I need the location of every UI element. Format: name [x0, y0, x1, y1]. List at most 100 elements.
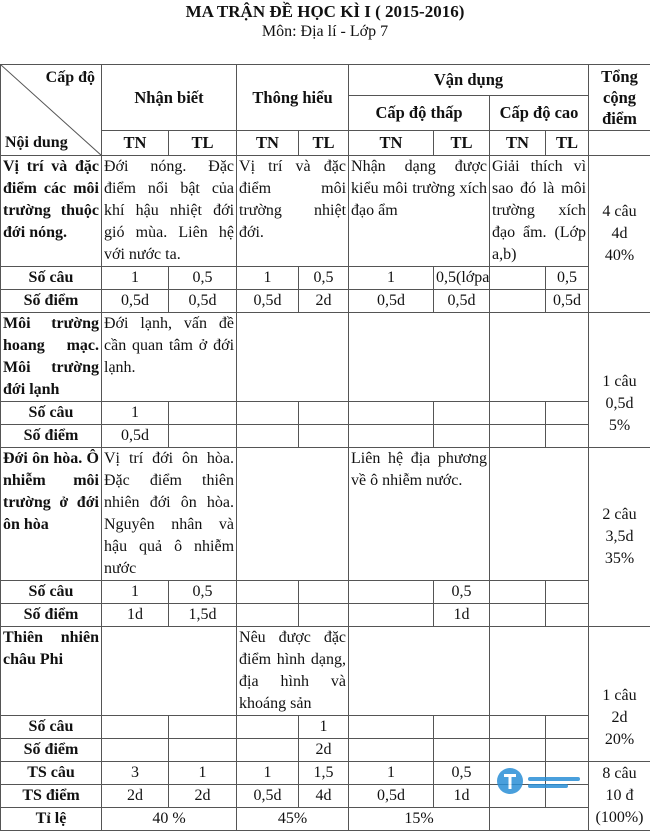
value-cell: 0,5d [237, 290, 299, 313]
cell-vdt: Liên hệ địa phương về ô nhiễm nước. [349, 448, 490, 581]
value-cell [169, 739, 237, 762]
header-van-dung: Vận dụng [349, 65, 589, 96]
value-cell [546, 762, 589, 785]
section-topic: Vị trí và đặc điểm các môi trường thuộc … [1, 156, 102, 267]
cell-th [237, 448, 349, 581]
header-thong-hieu: Thông hiểu [237, 65, 349, 131]
value-cell [349, 739, 434, 762]
total-line: 1 câu [591, 371, 648, 393]
value-cell [434, 425, 490, 448]
value-cell [546, 402, 589, 425]
header-cap-do: Cấp độ [46, 67, 95, 89]
header-tl: TL [299, 131, 349, 156]
value-cell [237, 581, 299, 604]
header-tn: TN [490, 131, 546, 156]
value-cell [490, 402, 546, 425]
value-cell [237, 604, 299, 627]
value-cell [169, 402, 237, 425]
section-topic: Thiên nhiên châu Phi [1, 627, 102, 716]
value-cell [546, 425, 589, 448]
value-cell: 0,5 [169, 267, 237, 290]
row-label: TS điểm [1, 785, 102, 808]
value-cell [546, 716, 589, 739]
total-line: 5% [591, 415, 648, 437]
total-line: 0,5d [591, 393, 648, 415]
ratio-cell [490, 808, 589, 831]
diagonal-header-cell: Cấp độ Nội dung [1, 65, 102, 156]
cell-nb: Vị trí đới ôn hòa. Đặc điểm thiên nhiên … [102, 448, 237, 581]
header-tn: TN [237, 131, 299, 156]
row-label: Số điểm [1, 604, 102, 627]
cell-vdc [490, 313, 589, 402]
value-cell: 1 [169, 762, 237, 785]
row-label: Tỉ lệ [1, 808, 102, 831]
page-title: MA TRẬN ĐỀ HỌC KÌ I ( 2015-2016) [0, 2, 650, 22]
total-line: 1 câu [591, 685, 648, 707]
value-cell: 1d [434, 604, 490, 627]
value-cell: 0,5d [546, 290, 589, 313]
value-cell: 2d [299, 290, 349, 313]
value-cell [349, 402, 434, 425]
page-subtitle: Môn: Địa lí - Lớp 7 [0, 23, 650, 41]
row-label: Số câu [1, 581, 102, 604]
ratio-cell: 15% [349, 808, 490, 831]
cell-vdt [349, 313, 490, 402]
value-cell [490, 267, 546, 290]
value-cell [299, 581, 349, 604]
value-cell: 0,5d [434, 290, 490, 313]
value-cell [490, 581, 546, 604]
header-tl: TL [546, 131, 589, 156]
total-line: 35% [591, 548, 648, 570]
header-cap-do-thap: Cấp độ thấp [349, 96, 490, 131]
ratio-cell: 40 % [102, 808, 237, 831]
value-cell [434, 739, 490, 762]
value-cell: 2d [169, 785, 237, 808]
value-cell: 2d [102, 785, 169, 808]
header-tn: TN [349, 131, 434, 156]
header-cap-do-cao: Cấp độ cao [490, 96, 589, 131]
value-cell: 0,5 [434, 581, 490, 604]
header-nhan-biet: Nhận biết [102, 65, 237, 131]
value-cell [490, 739, 546, 762]
cell-th [237, 313, 349, 402]
row-label: Số điểm [1, 425, 102, 448]
value-cell [490, 762, 546, 785]
value-cell [169, 425, 237, 448]
cell-vdc [490, 448, 589, 581]
value-cell [299, 402, 349, 425]
grand-total-line: 8 câu [591, 763, 648, 785]
value-cell: 1 [237, 762, 299, 785]
header-tl: TL [434, 131, 490, 156]
value-cell [546, 581, 589, 604]
value-cell: 0,5d [102, 290, 169, 313]
value-cell: 1d [434, 785, 490, 808]
value-cell: 1 [237, 267, 299, 290]
value-cell [490, 604, 546, 627]
section-row: Đới ôn hòa. Ô nhiễm môi trường ở đới ôn … [1, 448, 650, 581]
value-cell [546, 785, 589, 808]
value-cell: 1 [102, 402, 169, 425]
ratio-cell: 45% [237, 808, 349, 831]
value-cell [349, 716, 434, 739]
value-cell [237, 716, 299, 739]
cell-vdc: Giải thích vì sao đó là môi trường xích … [490, 156, 589, 267]
value-cell [349, 604, 434, 627]
value-cell: 1 [349, 267, 434, 290]
value-cell: 0,5 [169, 581, 237, 604]
value-cell: 0,5d [349, 785, 434, 808]
value-cell: 2d [299, 739, 349, 762]
value-cell [434, 402, 490, 425]
value-cell: 0,5d [237, 785, 299, 808]
value-cell: 0,5d [349, 290, 434, 313]
cell-nb: Đới lạnh, vấn đề cần quan tâm ở đới lạnh… [102, 313, 237, 402]
